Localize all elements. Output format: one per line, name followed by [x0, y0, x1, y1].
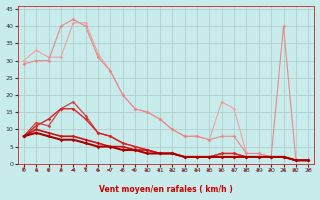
X-axis label: Vent moyen/en rafales ( km/h ): Vent moyen/en rafales ( km/h ) [99, 185, 233, 194]
